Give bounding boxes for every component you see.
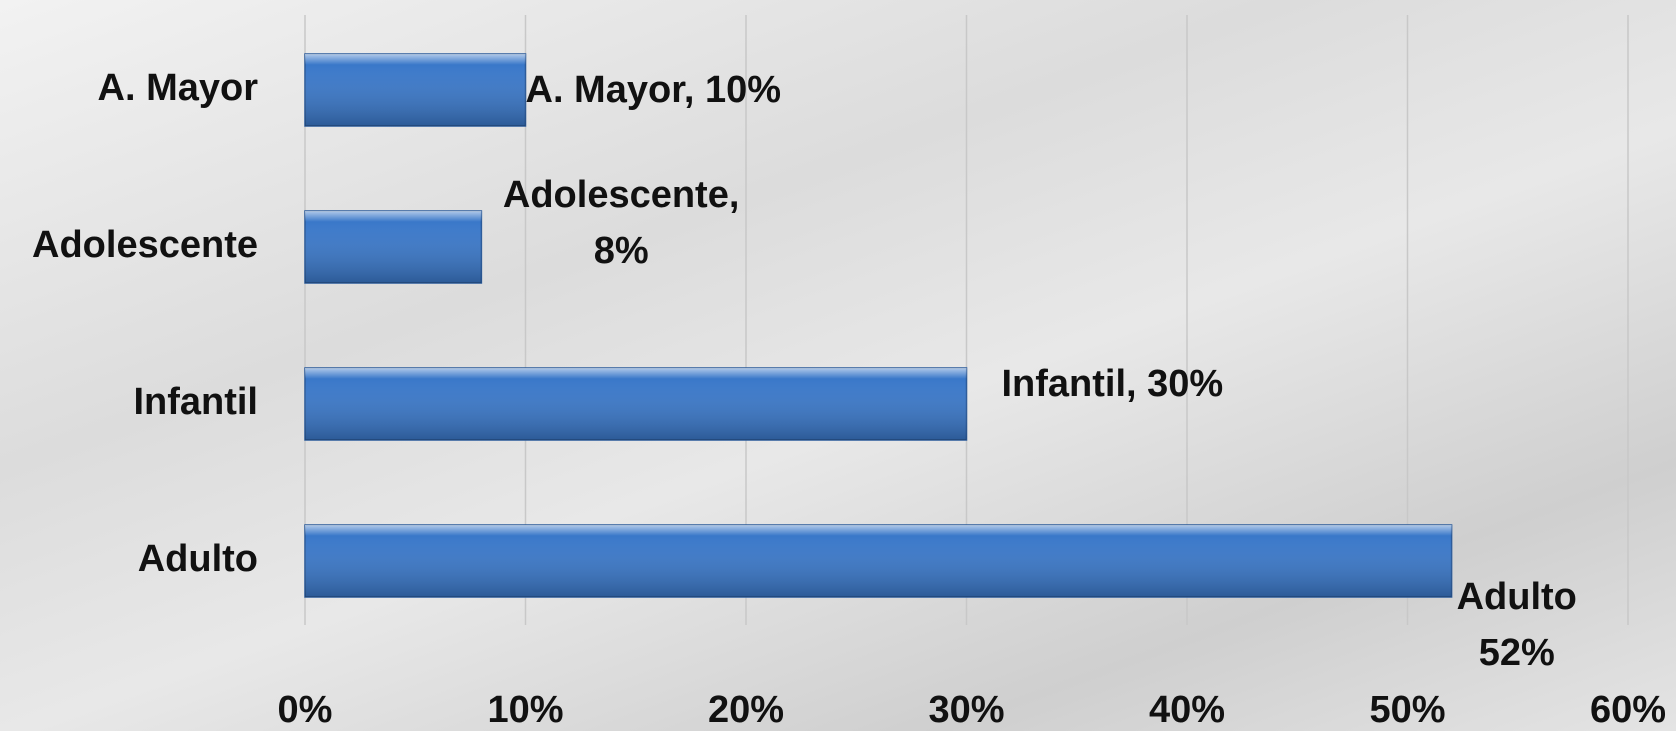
x-tick-label: 20%: [708, 689, 784, 731]
chart-svg: 0% 10% 20% 30% 40% 50% 60% A. Mayor Adolescente I…: [0, 0, 1676, 731]
x-tick-label: 30%: [928, 689, 1004, 731]
data-label: Adulto 52%: [1457, 569, 1577, 681]
x-tick-label: 60%: [1590, 689, 1666, 731]
bar-shade: [305, 211, 481, 283]
data-label: A. Mayor, 10%: [526, 62, 782, 118]
category-label: Adulto: [138, 538, 258, 580]
bar-shade: [305, 54, 526, 126]
bar-shade: [305, 525, 1452, 597]
x-tick-label: 40%: [1149, 689, 1225, 731]
category-label: Infantil: [133, 381, 258, 423]
category-label: A. Mayor: [98, 67, 259, 109]
data-label: Infantil, 30%: [1002, 356, 1224, 412]
bar-shade: [305, 368, 967, 440]
x-tick-label: 0%: [278, 689, 333, 731]
chart: 0% 10% 20% 30% 40% 50% 60% A. Mayor Adolescente I…: [0, 0, 1676, 731]
data-label: Adolescente, 8%: [503, 167, 740, 279]
category-label: Adolescente: [32, 224, 258, 266]
x-tick-label: 50%: [1369, 689, 1445, 731]
x-tick-label: 10%: [487, 689, 563, 731]
